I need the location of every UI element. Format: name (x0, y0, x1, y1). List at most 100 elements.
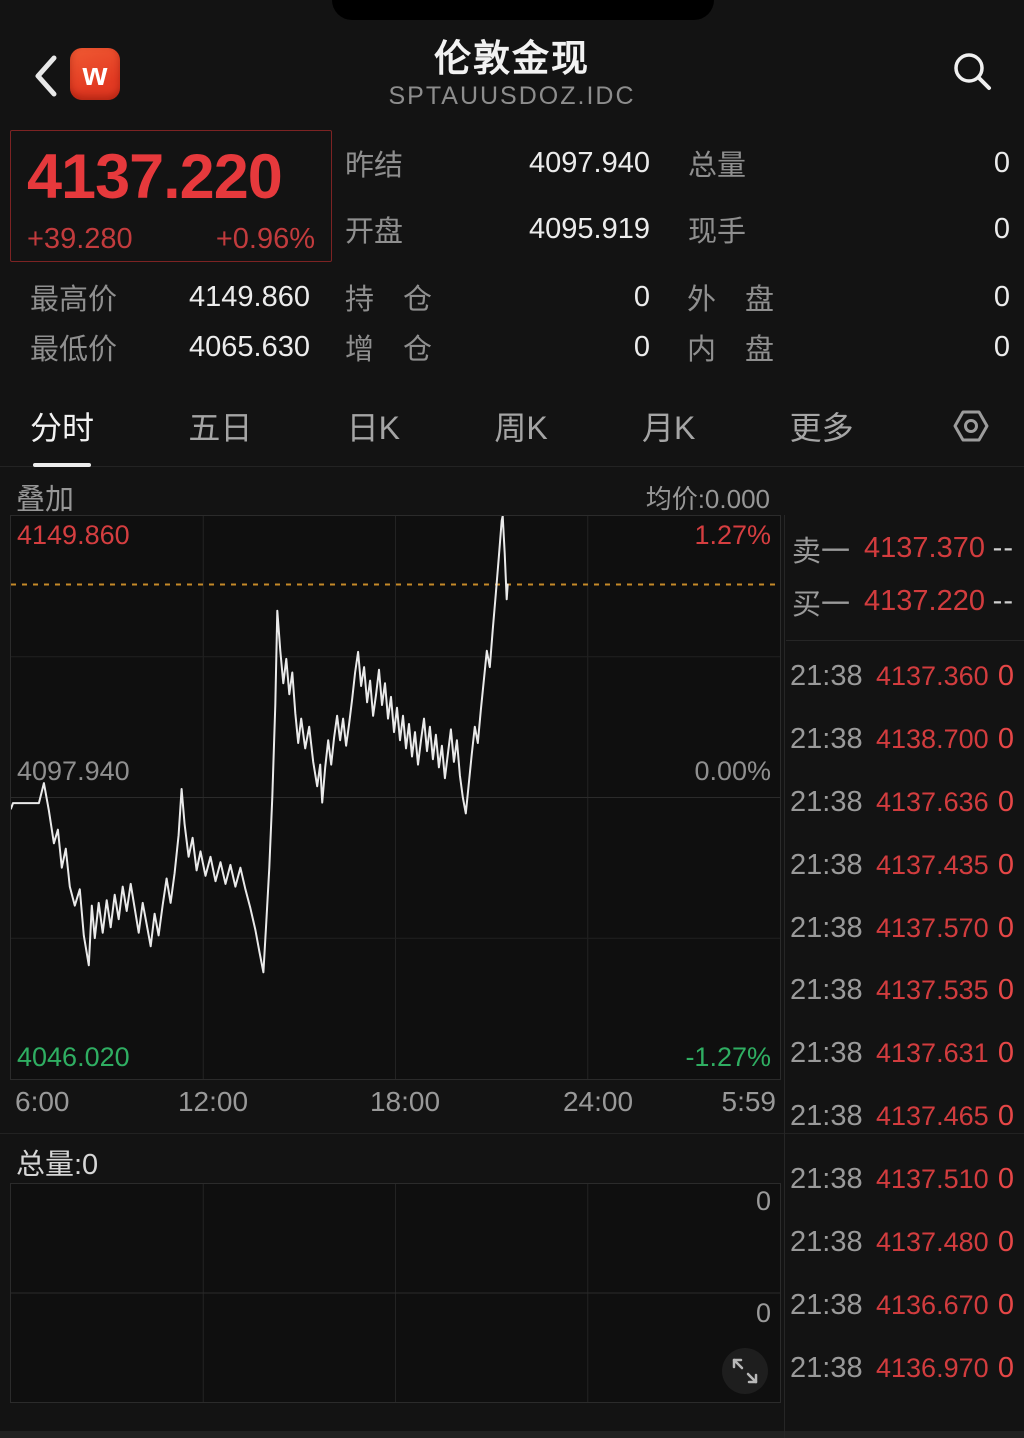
price-change: +39.280 (27, 223, 133, 255)
expand-chart-button[interactable] (722, 1348, 768, 1394)
volume-chart-svg (11, 1184, 780, 1402)
trade-time: 21:38 (790, 1037, 863, 1070)
trade-time: 21:38 (790, 1225, 863, 1258)
chart-pctmid-label: 0.00% (694, 756, 771, 786)
back-button[interactable] (28, 50, 64, 102)
trade-volume: 0 (997, 1288, 1014, 1321)
trade-volume: 0 (997, 974, 1014, 1007)
trade-list: 21:38 4137.360 0 21:38 4138.700 0 21:38 … (786, 645, 1024, 1400)
trade-row: 21:38 4137.510 0 (786, 1148, 1024, 1211)
chart-settings-button[interactable] (948, 403, 994, 449)
last-price-box[interactable]: 4137.220 +39.280 +0.96% (10, 130, 332, 262)
low-label: 最低价 (30, 334, 118, 366)
x-tick-2400: 24:00 (562, 1086, 634, 1117)
low-value: 4065.630 (189, 330, 310, 363)
ticker-code: SPTAUUSDOZ.IDC (388, 82, 636, 110)
trade-time: 21:38 (790, 1288, 863, 1321)
trade-volume: 0 (997, 785, 1014, 818)
trade-volume: 0 (997, 1351, 1014, 1384)
volume-chart[interactable]: 0 0 (10, 1183, 781, 1403)
ask-row: 卖一 4137.370 -- (786, 522, 1024, 575)
trade-row: 21:38 4137.465 0 (786, 1085, 1024, 1148)
open-interest-value: 0 (633, 280, 650, 313)
minute-chart[interactable]: 4149.860 1.27% 4097.940 0.00% 4046.020 -… (10, 515, 781, 1080)
chart-ymax-label: 4149.860 (17, 520, 130, 550)
trade-price: 4138.700 (876, 723, 989, 754)
wind-logo[interactable]: w (70, 48, 120, 100)
trade-time: 21:38 (790, 911, 863, 944)
search-button[interactable] (948, 46, 996, 98)
tab-5day[interactable]: 五日 (188, 409, 253, 446)
trade-time: 21:38 (790, 785, 863, 818)
trade-row: 21:38 4137.435 0 (786, 834, 1024, 897)
trade-time: 21:38 (790, 1100, 863, 1133)
trade-price: 4137.360 (876, 660, 989, 691)
trade-time: 21:38 (790, 659, 863, 692)
trade-row: 21:38 4137.360 0 (786, 645, 1024, 708)
hex-gear-icon (953, 410, 989, 441)
total-volume-value: 0 (993, 146, 1010, 179)
trade-volume: 0 (997, 1225, 1014, 1258)
x-tick-0559: 5:59 (721, 1086, 777, 1117)
bid-row: 买一 4137.220 -- (786, 575, 1024, 628)
tab-weekly-k[interactable]: 周K (494, 409, 548, 446)
trade-row: 21:38 4137.631 0 (786, 1022, 1024, 1085)
trade-volume: 0 (997, 1100, 1014, 1133)
open-value: 4095.919 (529, 212, 650, 245)
trade-price: 4136.670 (876, 1289, 989, 1320)
trade-time: 21:38 (790, 722, 863, 755)
tab-daily-k[interactable]: 日K (346, 409, 401, 446)
bid-label: 买一 (792, 588, 851, 621)
chevron-left-icon (35, 55, 57, 97)
trade-volume: 0 (997, 659, 1014, 692)
time-axis: 6:00 12:00 18:00 24:00 5:59 (0, 1086, 1024, 1126)
trade-volume: 0 (997, 1037, 1014, 1070)
ask-qty: -- (992, 532, 1014, 564)
high-value: 4149.860 (189, 280, 310, 313)
avg-price-label: 均价:0.000 (645, 484, 770, 514)
tab-monthly-k[interactable]: 月K (642, 409, 696, 446)
trade-row: 21:38 4137.636 0 (786, 771, 1024, 834)
trade-row: 21:38 4136.970 0 (786, 1337, 1024, 1400)
trade-volume: 0 (997, 722, 1014, 755)
chart-ymid-label: 4097.940 (17, 756, 130, 786)
high-label: 最高价 (30, 284, 118, 316)
trade-volume: 0 (997, 911, 1014, 944)
bid-qty: -- (992, 585, 1014, 617)
price-change-pct: +0.96% (215, 223, 315, 255)
volume-total-label: 总量:0 (16, 1149, 99, 1181)
trade-row: 21:38 4137.480 0 (786, 1211, 1024, 1274)
trade-price: 4137.435 (876, 849, 989, 880)
trade-price: 4137.636 (876, 786, 989, 817)
trade-price: 4137.570 (876, 912, 989, 943)
tab-minute[interactable]: 分时 (30, 385, 94, 467)
tab-more[interactable]: 更多 (789, 409, 854, 446)
overlay-button[interactable]: 叠加 (16, 484, 75, 516)
trade-time: 21:38 (790, 974, 863, 1007)
trade-volume: 0 (997, 1163, 1014, 1196)
volume-scale-mid: 0 (755, 1298, 771, 1328)
bid-price: 4137.220 (864, 585, 985, 617)
period-tabbar: 分时 五日 日K 周K 月K 更多 (0, 385, 1024, 467)
trade-time: 21:38 (790, 848, 863, 881)
chart-ymin-label: 4046.020 (17, 1042, 130, 1072)
bottom-toolbar-edge (0, 1431, 1024, 1438)
current-volume-label: 现手 (688, 216, 747, 248)
prev-close-label: 昨结 (345, 150, 404, 182)
open-label: 开盘 (345, 216, 404, 248)
outer-disc-value: 0 (993, 280, 1010, 313)
quote-stats-primary: 昨结 4097.940 总量 0 开盘 4095.919 现手 0 (345, 130, 1010, 262)
chart-pctmax-label: 1.27% (694, 520, 771, 550)
oi-change-label: 增 仓 (345, 334, 433, 366)
trade-row: 21:38 4137.570 0 (786, 897, 1024, 960)
inner-disc-value: 0 (993, 330, 1010, 363)
trade-row: 21:38 4138.700 0 (786, 708, 1024, 771)
quote-stats-secondary: 最高价 4149.860 持 仓 0 外 盘 0 最低价 4065.630 增 … (30, 272, 1010, 372)
page-title: 伦敦金现 (434, 38, 590, 79)
trade-volume: 0 (997, 848, 1014, 881)
trade-price: 4136.970 (876, 1352, 989, 1383)
trade-price: 4137.535 (876, 975, 989, 1006)
search-icon (954, 53, 991, 90)
chart-header: 叠加 均价:0.000 (0, 474, 781, 516)
